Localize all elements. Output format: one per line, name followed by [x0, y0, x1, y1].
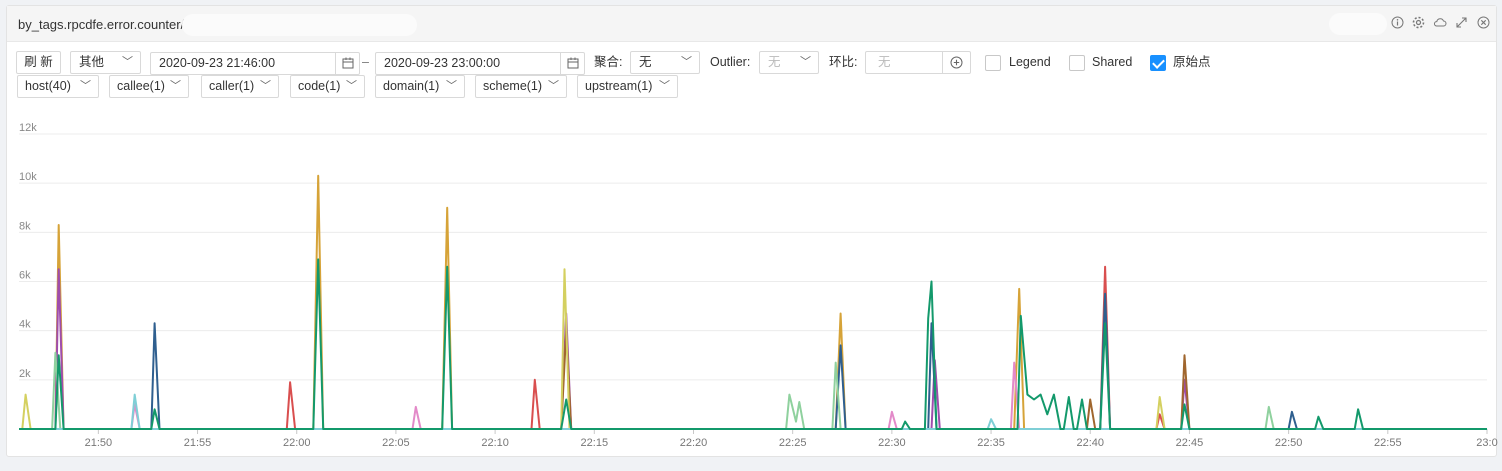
series-line: [19, 258, 1487, 430]
refresh-button[interactable]: 刷 新: [16, 51, 61, 74]
chevron-down-icon: ﹀: [260, 80, 271, 92]
tag-filter-host[interactable]: host(40) ﹀: [17, 75, 99, 98]
chevron-down-icon: ﹀: [659, 80, 670, 92]
tag-filter-label: scheme(1): [483, 79, 543, 93]
series-line: [19, 393, 1487, 430]
series-line: [19, 268, 1487, 430]
x-tick-label: 22:55: [1374, 437, 1402, 449]
shared-label: Shared: [1092, 55, 1133, 69]
info-icon[interactable]: [1390, 16, 1404, 30]
tag-filter-scheme[interactable]: scheme(1) ﹀: [475, 75, 567, 98]
tag-filter-label: code(1): [298, 79, 341, 93]
time-separator: –: [362, 55, 369, 69]
chevron-down-icon: ﹀: [346, 80, 357, 92]
expand-icon[interactable]: [1454, 16, 1468, 30]
aggregate-value: 无: [639, 55, 652, 69]
tag-filter-domain[interactable]: domain(1) ﹀: [375, 75, 465, 98]
y-tick-label: 8k: [19, 220, 31, 232]
raw-points-label: 原始点: [1173, 55, 1211, 69]
series-line: [19, 265, 1487, 430]
start-time-value: 2020-09-23 21:46:00: [159, 56, 276, 70]
range-select[interactable]: 其他 ﹀: [70, 51, 141, 74]
y-tick-label: 2k: [19, 368, 31, 380]
series-line: [19, 292, 1487, 430]
chevron-down-icon: ﹀: [446, 80, 457, 92]
series-line: [19, 268, 1487, 430]
shared-checkbox[interactable]: [1069, 55, 1085, 71]
range-select-value: 其他: [79, 55, 105, 69]
legend-checkbox[interactable]: [985, 55, 1001, 71]
raw-points-checkbox[interactable]: [1150, 55, 1166, 71]
x-tick-label: 22:10: [481, 437, 509, 449]
series-line: [19, 174, 1487, 430]
x-tick-label: 22:25: [779, 437, 807, 449]
outlier-label: Outlier:: [710, 55, 751, 69]
start-time-input[interactable]: 2020-09-23 21:46:00: [150, 52, 360, 75]
tag-filter-label: upstream(1): [585, 79, 653, 93]
chevron-down-icon: ﹀: [800, 56, 811, 68]
series-line: [19, 351, 1487, 430]
y-tick-label: 12k: [19, 122, 37, 134]
x-tick-label: 22:45: [1176, 437, 1204, 449]
y-tick-label: 6k: [19, 270, 31, 282]
tag-filter-caller[interactable]: caller(1) ﹀: [201, 75, 279, 98]
redacted-region: [1329, 13, 1387, 35]
series-line: [19, 329, 1487, 430]
end-time-input[interactable]: 2020-09-23 23:00:00: [375, 52, 585, 75]
tag-filter-callee[interactable]: callee(1) ﹀: [109, 75, 189, 98]
gear-icon[interactable]: [1411, 16, 1425, 30]
calendar-icon[interactable]: [335, 52, 359, 75]
x-tick-label: 22:05: [382, 437, 410, 449]
legend-label: Legend: [1009, 55, 1051, 69]
compare-label: 环比:: [829, 55, 858, 69]
x-tick-label: 22:20: [680, 437, 708, 449]
x-tick-label: 23:0: [1476, 437, 1497, 449]
panel-title: by_tags.rpcdfe.error.counter/: [18, 17, 185, 32]
panel-header: by_tags.rpcdfe.error.counter/: [7, 6, 1496, 42]
x-tick-label: 22:30: [878, 437, 906, 449]
x-tick-label: 22:40: [1076, 437, 1104, 449]
x-tick-label: 22:35: [977, 437, 1005, 449]
chevron-down-icon: ﹀: [681, 56, 692, 68]
x-tick-label: 22:50: [1275, 437, 1303, 449]
compare-input[interactable]: 无: [865, 51, 971, 74]
redacted-region: [182, 14, 417, 36]
end-time-value: 2020-09-23 23:00:00: [384, 56, 501, 70]
add-compare-icon[interactable]: [942, 51, 970, 74]
tag-filter-label: callee(1): [117, 79, 165, 93]
x-tick-label: 21:50: [85, 437, 113, 449]
calendar-icon[interactable]: [560, 52, 584, 75]
chevron-down-icon: ﹀: [80, 80, 91, 92]
cloud-icon[interactable]: [1433, 16, 1447, 30]
outlier-select[interactable]: 无 ﹀: [759, 51, 819, 74]
aggregate-label: 聚合:: [594, 55, 623, 69]
chevron-down-icon: ﹀: [548, 80, 559, 92]
x-tick-label: 21:55: [184, 437, 212, 449]
y-tick-label: 10k: [19, 171, 37, 183]
tag-filter-code[interactable]: code(1) ﹀: [290, 75, 365, 98]
line-chart[interactable]: 2k 4k 6k 8k 10k 12k 21:50 21:55 22:00 22:05 22:10 2…: [7, 106, 1498, 458]
tag-filter-label: caller(1): [209, 79, 255, 93]
chart-panel: by_tags.rpcdfe.error.counter/ 刷 新 其他 ﹀ 2…: [6, 5, 1498, 458]
x-tick-label: 22:00: [283, 437, 311, 449]
y-tick-label: 4k: [19, 319, 31, 331]
tag-filter-label: host(40): [25, 79, 71, 93]
chevron-down-icon: ﹀: [170, 80, 181, 92]
compare-placeholder: 无: [878, 55, 891, 69]
close-icon[interactable]: [1476, 16, 1490, 30]
x-tick-label: 22:15: [581, 437, 609, 449]
aggregate-select[interactable]: 无 ﹀: [630, 51, 700, 74]
tag-filter-label: domain(1): [383, 79, 440, 93]
outlier-value: 无: [768, 55, 781, 69]
chevron-down-icon: ﹀: [122, 56, 133, 68]
tag-filter-upstream[interactable]: upstream(1) ﹀: [577, 75, 678, 98]
